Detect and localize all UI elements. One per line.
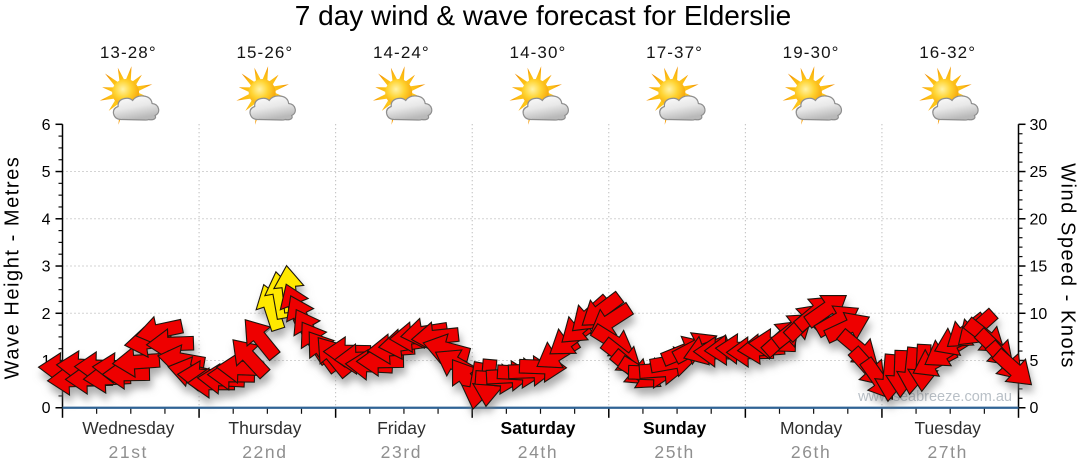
- svg-text:15-26°: 15-26°: [236, 43, 293, 62]
- svg-text:27th: 27th: [927, 442, 967, 462]
- svg-text:2: 2: [42, 306, 51, 323]
- svg-text:23rd: 23rd: [381, 442, 422, 462]
- svg-text:10: 10: [1030, 306, 1048, 323]
- svg-text:26th: 26th: [791, 442, 831, 462]
- svg-text:Wave Height - Metres: Wave Height - Metres: [2, 156, 24, 380]
- svg-text:Sunday: Sunday: [643, 418, 706, 438]
- svg-text:25th: 25th: [654, 442, 694, 462]
- svg-text:14-30°: 14-30°: [510, 43, 567, 62]
- svg-text:30: 30: [1030, 117, 1048, 134]
- svg-text:7 day wind & wave forecast for: 7 day wind & wave forecast for Elderslie: [295, 0, 791, 31]
- svg-text:Saturday: Saturday: [501, 418, 576, 438]
- svg-text:15: 15: [1030, 259, 1048, 276]
- svg-text:0: 0: [42, 400, 51, 417]
- svg-text:24th: 24th: [518, 442, 558, 462]
- svg-text:Monday: Monday: [780, 418, 843, 438]
- svg-text:Tuesday: Tuesday: [914, 418, 981, 438]
- svg-text:13-28°: 13-28°: [100, 43, 157, 62]
- svg-text:3: 3: [42, 259, 51, 276]
- svg-text:17-37°: 17-37°: [646, 43, 703, 62]
- svg-text:4: 4: [42, 211, 51, 228]
- svg-text:5: 5: [1030, 353, 1039, 370]
- svg-text:25: 25: [1030, 164, 1048, 181]
- svg-text:21st: 21st: [109, 442, 148, 462]
- svg-text:1: 1: [42, 353, 51, 370]
- svg-text:5: 5: [42, 164, 51, 181]
- svg-text:6: 6: [42, 117, 51, 134]
- svg-text:19-30°: 19-30°: [783, 43, 840, 62]
- svg-text:Friday: Friday: [377, 418, 426, 438]
- svg-text:16-32°: 16-32°: [919, 43, 976, 62]
- svg-text:Thursday: Thursday: [228, 418, 301, 438]
- svg-text:Wind Speed - Knots: Wind Speed - Knots: [1057, 163, 1079, 369]
- svg-text:20: 20: [1030, 211, 1048, 228]
- svg-text:22nd: 22nd: [242, 442, 287, 462]
- svg-text:www.seabreeze.com.au: www.seabreeze.com.au: [857, 389, 1012, 405]
- svg-text:0: 0: [1030, 400, 1039, 417]
- svg-text:14-24°: 14-24°: [373, 43, 430, 62]
- svg-text:Wednesday: Wednesday: [82, 418, 174, 438]
